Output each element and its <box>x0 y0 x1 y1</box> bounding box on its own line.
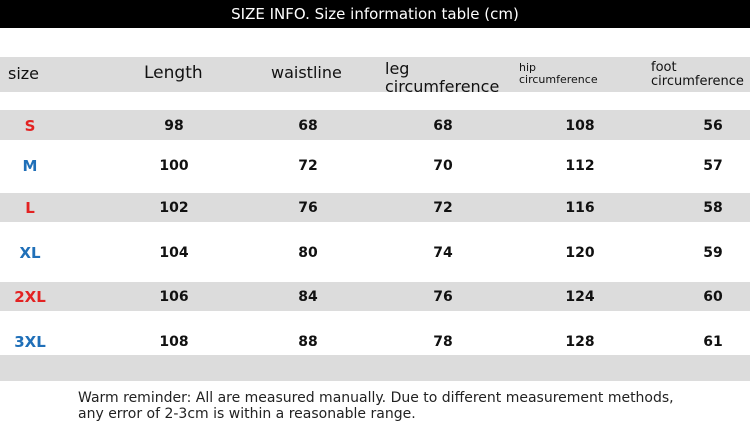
size-label: 2XL <box>14 288 46 306</box>
column-header: Length <box>144 63 203 83</box>
cell-value: 56 <box>703 118 723 134</box>
cell-value: 102 <box>159 200 189 216</box>
column-header: waistline <box>271 63 342 82</box>
cell-value: 108 <box>565 118 595 134</box>
row-band <box>0 282 750 311</box>
cell-value: 88 <box>298 334 318 350</box>
cell-value: 116 <box>565 200 595 216</box>
bottom-band <box>0 355 750 381</box>
cell-value: 58 <box>703 200 723 216</box>
size-label: S <box>24 117 36 135</box>
cell-value: 120 <box>565 245 595 261</box>
cell-value: 72 <box>433 200 453 216</box>
cell-value: 76 <box>433 289 453 305</box>
cell-value: 74 <box>433 245 453 261</box>
cell-value: 108 <box>159 334 189 350</box>
row-band <box>0 193 750 222</box>
column-header: size <box>8 64 40 83</box>
cell-value: 112 <box>565 158 595 174</box>
cell-value: 68 <box>433 118 453 134</box>
cell-value: 84 <box>298 289 318 305</box>
column-header: foot circumference <box>651 60 744 90</box>
row-band <box>0 110 750 140</box>
cell-value: 106 <box>159 289 189 305</box>
cell-value: 124 <box>565 289 595 305</box>
cell-value: 98 <box>164 118 184 134</box>
cell-value: 70 <box>433 158 453 174</box>
cell-value: 78 <box>433 334 453 350</box>
footer-note: Warm reminder: All are measured manually… <box>78 390 674 422</box>
size-label: L <box>25 199 35 217</box>
column-header: hip circumference <box>519 61 598 87</box>
cell-value: 80 <box>298 245 318 261</box>
cell-value: 100 <box>159 158 189 174</box>
title-bar: SIZE INFO. Size information table (cm) <box>0 0 750 28</box>
cell-value: 59 <box>703 245 723 261</box>
cell-value: 104 <box>159 245 189 261</box>
cell-value: 128 <box>565 334 595 350</box>
cell-value: 57 <box>703 158 723 174</box>
size-label: M <box>22 157 38 175</box>
size-label: XL <box>19 244 41 262</box>
cell-value: 61 <box>703 334 723 350</box>
cell-value: 68 <box>298 118 318 134</box>
cell-value: 76 <box>298 200 318 216</box>
cell-value: 60 <box>703 289 723 305</box>
cell-value: 72 <box>298 158 318 174</box>
size-label: 3XL <box>14 333 46 351</box>
header-band <box>0 57 750 92</box>
column-header: leg circumference <box>385 59 500 96</box>
